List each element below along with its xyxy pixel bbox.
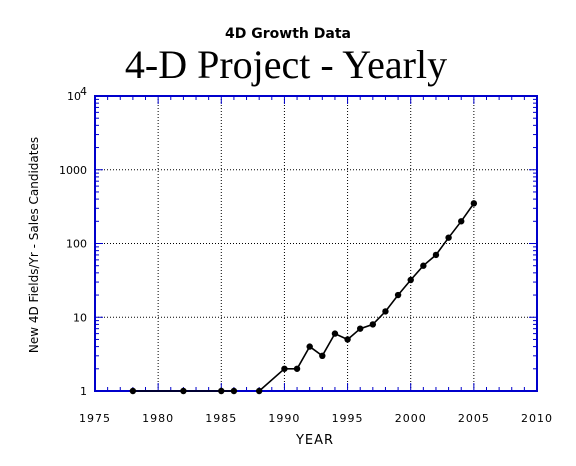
data-point <box>129 387 137 395</box>
data-point <box>319 352 326 360</box>
data-point <box>407 276 414 284</box>
x-tick-labels: 1975 1980 1985 1990 1995 2000 2005 2010 <box>79 412 553 425</box>
y-tick-label: 10 <box>73 311 87 324</box>
x-tick-label: 1980 <box>142 412 174 425</box>
axis-ticks <box>94 96 538 392</box>
data-point <box>306 343 313 350</box>
data-point <box>293 365 301 372</box>
x-tick-label: 2000 <box>395 412 427 425</box>
series-lines <box>132 202 475 392</box>
data-point <box>255 387 263 395</box>
y-tick-label: 100 <box>66 238 87 251</box>
y-tick-label: 1 <box>80 385 87 398</box>
x-tick-label: 1975 <box>79 412 111 425</box>
y-tick-label: 10 <box>67 90 81 103</box>
data-point <box>470 200 478 207</box>
y-tick-label-exponent: 4 <box>80 85 87 98</box>
series-points <box>129 200 478 395</box>
chart-supertitle: 4D Growth Data <box>225 26 351 42</box>
data-point <box>394 291 402 299</box>
grid <box>95 96 537 391</box>
x-tick-label: 1990 <box>268 412 300 425</box>
y-axis-title: New 4D Fields/Yr - Sales Candidates <box>27 137 41 353</box>
data-point <box>432 251 440 259</box>
x-tick-label: 1985 <box>205 412 237 425</box>
x-tick-label: 1995 <box>332 412 364 425</box>
chart-title: 4-D Project - Yearly <box>125 42 447 87</box>
data-point <box>281 365 288 372</box>
x-tick-label: 2010 <box>521 412 553 425</box>
y-tick-label: 1000 <box>59 164 87 177</box>
series-line <box>258 202 475 392</box>
x-tick-label: 2005 <box>458 412 490 425</box>
data-point <box>445 234 452 241</box>
data-point <box>420 262 427 269</box>
data-point <box>458 218 465 225</box>
x-axis-title: YEAR <box>295 433 334 448</box>
data-point <box>218 387 225 395</box>
data-point <box>180 387 187 395</box>
data-point <box>357 325 364 332</box>
data-point <box>369 321 377 328</box>
data-point <box>382 308 389 315</box>
data-point <box>230 387 238 395</box>
data-point <box>344 336 351 343</box>
data-point <box>331 330 339 337</box>
